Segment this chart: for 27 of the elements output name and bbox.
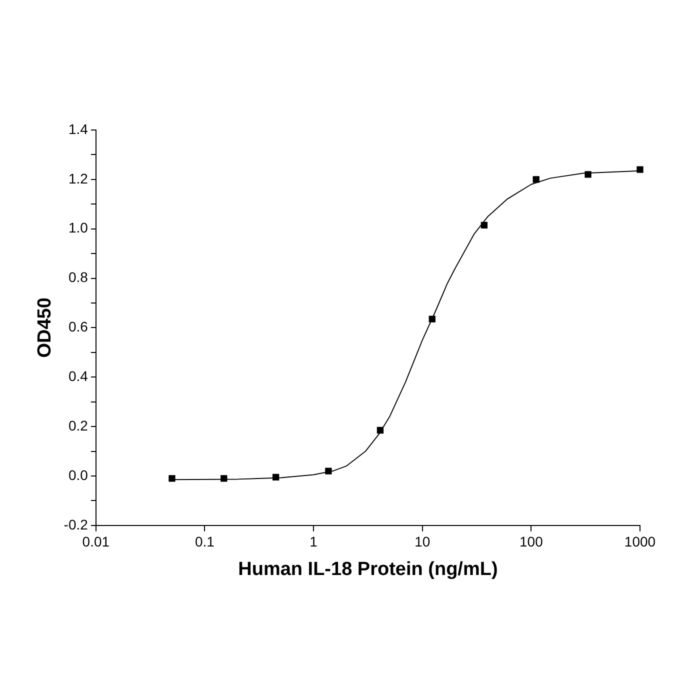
y-axis-title: OD450 <box>34 298 56 358</box>
y-tick-label: -0.2 <box>64 516 88 532</box>
x-tick-label: 1 <box>310 534 318 550</box>
x-tick-label: 100 <box>520 534 544 550</box>
point <box>272 474 280 481</box>
point <box>584 171 592 178</box>
point <box>636 166 644 173</box>
point <box>480 222 488 228</box>
point <box>325 468 332 474</box>
point <box>376 426 384 434</box>
x-tick-label: 1000 <box>624 534 656 550</box>
y-tick-label: 0.2 <box>68 417 88 434</box>
y-tick-label: 0.6 <box>68 318 88 335</box>
y-tick-label: 1.0 <box>68 220 88 236</box>
x-tick-label: 10 <box>414 534 430 550</box>
y-tick-label: 0.8 <box>68 269 88 286</box>
point <box>428 316 436 322</box>
x-tick-label: 0.1 <box>195 534 215 550</box>
point <box>220 475 228 482</box>
y-tick-label: 0.0 <box>68 466 88 483</box>
y-tick-label: 0.4 <box>68 368 88 384</box>
x-tick-label: 0.01 <box>82 534 110 550</box>
y-tick-label: 1.4 <box>68 120 88 137</box>
point <box>532 176 540 183</box>
x-axis-title: Human IL-18 Protein (ng/mL) <box>238 558 498 580</box>
point <box>168 475 176 482</box>
y-tick-label: 1.2 <box>68 170 88 186</box>
